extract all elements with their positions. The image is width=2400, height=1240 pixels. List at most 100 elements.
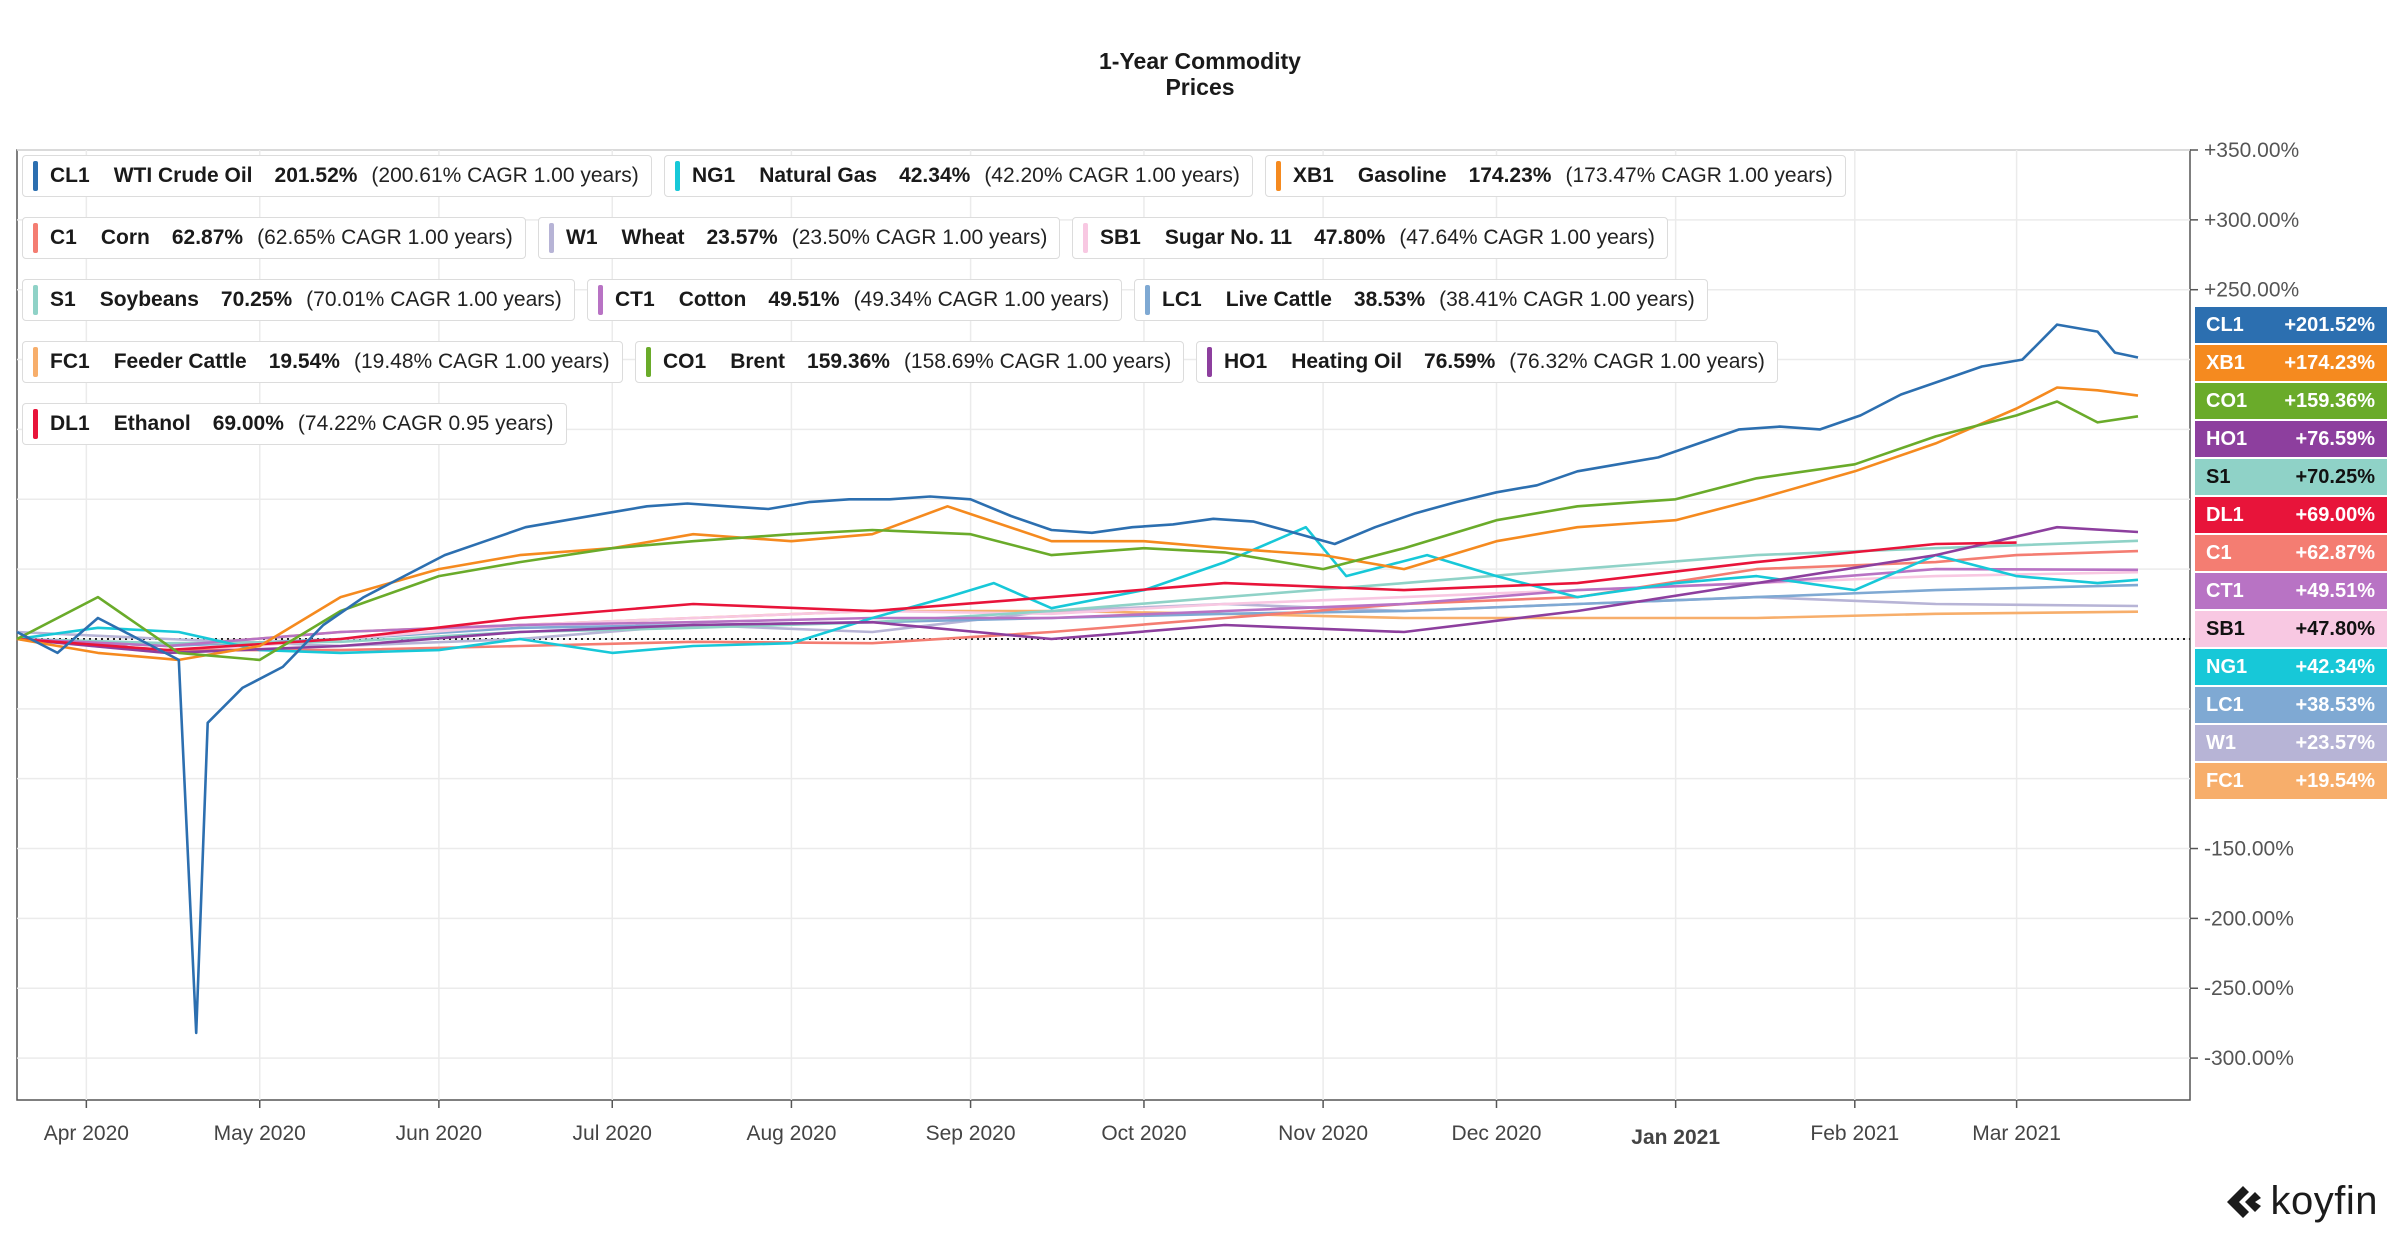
- legend-item-co1[interactable]: CO1 Brent 159.36% (158.69% CAGR 1.00 years): [635, 341, 1185, 383]
- y-tick-label: +250.00%: [2204, 279, 2299, 302]
- legend-ticker: FC1: [50, 350, 90, 373]
- legend-swatch: [1207, 347, 1212, 377]
- series-line-co1: [16, 400, 2139, 662]
- value-badge-dl1: DL1 +69.00%: [2195, 497, 2387, 533]
- value-badge-ho1: HO1 +76.59%: [2195, 421, 2387, 457]
- value-badge-cl1: CL1 +201.52%: [2195, 307, 2387, 343]
- legend-cagr: (42.20% CAGR 1.00 years): [984, 164, 1240, 187]
- value-badge-w1: W1 +23.57%: [2195, 725, 2387, 761]
- legend-swatch: [1083, 223, 1088, 253]
- legend-return: 42.34%: [899, 164, 971, 187]
- value-badge-ng1: NG1 +42.34%: [2195, 649, 2387, 685]
- legend-swatch: [646, 347, 651, 377]
- legend-ticker: NG1: [692, 164, 736, 187]
- series-line-ng1: [16, 525, 2139, 655]
- badge-ticker: FC1: [2206, 769, 2244, 792]
- legend-name: Natural Gas: [759, 164, 878, 187]
- badge-ticker: CO1: [2206, 389, 2248, 412]
- x-tick-label: Jun 2020: [396, 1122, 482, 1145]
- x-tick-label: Apr 2020: [44, 1122, 129, 1145]
- legend-return: 38.53%: [1353, 288, 1426, 311]
- legend-name: Corn: [100, 226, 150, 249]
- legend-item-dl1[interactable]: DL1 Ethanol 69.00% (74.22% CAGR 0.95 years): [22, 403, 567, 445]
- badge-ticker: S1: [2206, 465, 2231, 488]
- x-tick-label: Sep 2020: [926, 1122, 1016, 1145]
- legend-cagr: (76.32% CAGR 1.00 years): [1509, 350, 1765, 373]
- legend-swatch: [33, 285, 38, 315]
- legend-item-sb1[interactable]: SB1 Sugar No. 11 47.80% (47.64% CAGR 1.00 y…: [1072, 217, 1668, 259]
- legend-item-ng1[interactable]: NG1 Natural Gas 42.34% (42.20% CAGR 1.00 ye…: [664, 155, 1253, 197]
- legend-name: Live Cattle: [1225, 288, 1332, 311]
- legend-cagr: (23.50% CAGR 1.00 years): [791, 226, 1048, 249]
- legend-return: 47.80%: [1314, 226, 1386, 249]
- legend-ticker: S1: [50, 288, 76, 311]
- legend-ticker: DL1: [50, 412, 90, 435]
- legend-name: WTI Crude Oil: [113, 164, 253, 187]
- badge-value: +174.23%: [2284, 351, 2375, 374]
- badge-value: +201.52%: [2284, 313, 2375, 336]
- legend-item-ct1[interactable]: CT1 Cotton 49.51% (49.34% CAGR 1.00 years): [587, 279, 1123, 321]
- badge-ticker: CT1: [2206, 579, 2244, 602]
- legend-name: Sugar No. 11: [1164, 226, 1293, 249]
- value-badge-fc1: FC1 +19.54%: [2195, 763, 2387, 799]
- chart-title: 1-Year Commodity Prices: [0, 48, 2400, 100]
- badge-value: +159.36%: [2284, 389, 2375, 412]
- legend-item-ho1[interactable]: HO1 Heating Oil 76.59% (76.32% CAGR 1.00 ye…: [1196, 341, 1778, 383]
- x-tick-label: Nov 2020: [1278, 1122, 1368, 1145]
- legend-cagr: (74.22% CAGR 0.95 years): [297, 412, 554, 435]
- series-line-cl1: [16, 323, 2139, 1035]
- legend-cagr: (47.64% CAGR 1.00 years): [1399, 226, 1655, 249]
- legend-cagr: (158.69% CAGR 1.00 years): [903, 350, 1172, 373]
- badge-ticker: XB1: [2206, 351, 2245, 374]
- x-tick-label: Dec 2020: [1452, 1122, 1542, 1145]
- value-badge-lc1: LC1 +38.53%: [2195, 687, 2387, 723]
- legend-return: 19.54%: [268, 350, 340, 373]
- legend-return: 174.23%: [1468, 164, 1552, 187]
- x-tick-label: Feb 2021: [1810, 1122, 1899, 1145]
- legend-swatch: [598, 285, 603, 315]
- legend-swatch: [33, 347, 38, 377]
- y-tick-label: -300.00%: [2204, 1047, 2294, 1070]
- series-line-c1: [16, 549, 2139, 652]
- value-badge-co1: CO1 +159.36%: [2195, 383, 2387, 419]
- x-tick-label: Aug 2020: [746, 1122, 836, 1145]
- badge-value: +23.57%: [2295, 731, 2375, 754]
- value-badge-s1: S1 +70.25%: [2195, 459, 2387, 495]
- legend-name: Brent: [730, 350, 786, 373]
- y-tick-label: -250.00%: [2204, 977, 2294, 1000]
- badge-value: +76.59%: [2295, 427, 2375, 450]
- y-tick-label: +300.00%: [2204, 209, 2299, 232]
- koyfin-mark-icon: [2226, 1185, 2261, 1218]
- legend-item-s1[interactable]: S1 Soybeans 70.25% (70.01% CAGR 1.00 years): [22, 279, 575, 321]
- badge-ticker: W1: [2206, 731, 2236, 754]
- legend-item-cl1[interactable]: CL1 WTI Crude Oil 201.52% (200.61% CAGR 1.0…: [22, 155, 652, 197]
- badge-ticker: NG1: [2206, 655, 2248, 678]
- legend-ticker: CT1: [615, 288, 655, 311]
- badge-value: +19.54%: [2295, 769, 2375, 792]
- legend-return: 76.59%: [1424, 350, 1496, 373]
- legend-name: Wheat: [621, 226, 685, 249]
- badge-value: +38.53%: [2295, 693, 2375, 716]
- legend-item-w1[interactable]: W1 Wheat 23.57% (23.50% CAGR 1.00 years): [538, 217, 1061, 259]
- legend-item-lc1[interactable]: LC1 Live Cattle 38.53% (38.41% CAGR 1.00 ye…: [1134, 279, 1708, 321]
- x-tick-label: Oct 2020: [1101, 1122, 1186, 1145]
- x-tick-label: May 2020: [214, 1122, 306, 1145]
- legend-cagr: (62.65% CAGR 1.00 years): [257, 226, 513, 249]
- legend-swatch: [33, 223, 38, 253]
- badge-value: +70.25%: [2295, 465, 2375, 488]
- series-line-dl1: [16, 541, 2017, 652]
- legend-ticker: W1: [566, 226, 598, 249]
- legend-ticker: XB1: [1293, 164, 1334, 187]
- legend-item-fc1[interactable]: FC1 Feeder Cattle 19.54% (19.48% CAGR 1.00 …: [22, 341, 623, 383]
- badge-value: +62.87%: [2295, 541, 2375, 564]
- legend-ticker: LC1: [1162, 288, 1202, 311]
- badge-ticker: CL1: [2206, 313, 2244, 336]
- legend-item-xb1[interactable]: XB1 Gasoline 174.23% (173.47% CAGR 1.00 yea…: [1265, 155, 1846, 197]
- legend-ticker: HO1: [1224, 350, 1268, 373]
- legend-cagr: (173.47% CAGR 1.00 years): [1565, 164, 1833, 187]
- legend-item-c1[interactable]: C1 Corn 62.87% (62.65% CAGR 1.00 years): [22, 217, 526, 259]
- legend-swatch: [33, 409, 38, 439]
- legend-name: Ethanol: [113, 412, 191, 435]
- legend-ticker: CO1: [663, 350, 707, 373]
- series-line-xb1: [16, 386, 2139, 662]
